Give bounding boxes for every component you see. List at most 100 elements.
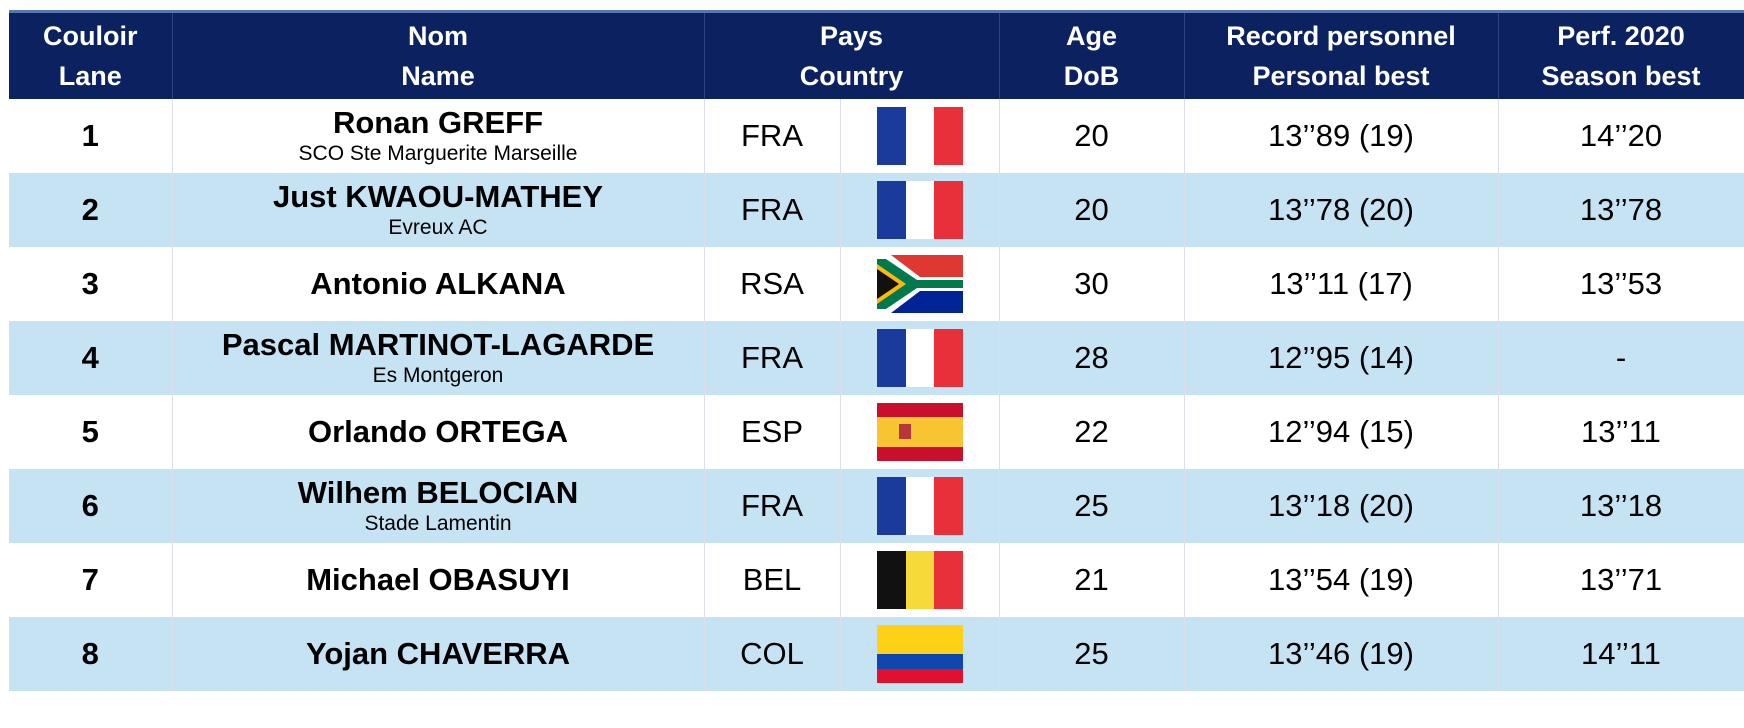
header-text: Perf. 2020 <box>1557 21 1685 51</box>
flag <box>876 181 963 239</box>
age: 30 <box>999 247 1185 321</box>
season-best: 13’’53 <box>1498 247 1744 321</box>
flag-cell <box>840 173 1000 247</box>
flag-cell <box>840 395 1000 469</box>
age: 21 <box>999 543 1185 617</box>
column-header: Couloir Lane <box>9 10 173 99</box>
header-text: Season best <box>1541 61 1701 91</box>
athlete-row: 5 Orlando ORTEGA ESP 22 12’’94 (15) 13’’11 <box>9 395 1744 469</box>
athlete-cell: Yojan CHAVERRA <box>172 617 705 691</box>
flag-cell <box>840 469 1000 543</box>
athlete-cell: Ronan GREFF SCO Ste Marguerite Marseille <box>172 99 705 173</box>
season-best: 14’’11 <box>1498 617 1744 691</box>
header-text: DoB <box>1063 61 1120 91</box>
athlete-row: 2 Just KWAOU-MATHEY Evreux AC FRA 20 13’’78 (… <box>9 173 1744 247</box>
club: SCO Ste Marguerite Marseille <box>298 142 578 165</box>
personal-best: 12’’95 (14) <box>1184 321 1499 395</box>
flag <box>876 625 963 683</box>
lane: 3 <box>9 247 173 321</box>
flag-cell <box>840 617 1000 691</box>
athlete-name: Ronan GREFF <box>332 105 544 140</box>
header-text: Record personnel <box>1226 21 1456 51</box>
header-text: Country <box>799 61 904 91</box>
flag <box>876 403 963 461</box>
athlete-cell: Michael OBASUYI <box>172 543 705 617</box>
lane: 2 <box>9 173 173 247</box>
personal-best: 13’’54 (19) <box>1184 543 1499 617</box>
country-code: COL <box>704 617 841 691</box>
age: 20 <box>999 99 1185 173</box>
season-best: 13’’78 <box>1498 173 1744 247</box>
club: Evreux AC <box>388 216 488 239</box>
country-code: RSA <box>704 247 841 321</box>
age: 25 <box>999 469 1185 543</box>
athlete-name: Pascal MARTINOT-LAGARDE <box>221 327 655 362</box>
lane: 6 <box>9 469 173 543</box>
lane: 8 <box>9 617 173 691</box>
column-header: Record personnel Personal best <box>1184 10 1499 99</box>
athlete-name: Orlando ORTEGA <box>307 414 569 449</box>
personal-best: 13’’11 (17) <box>1184 247 1499 321</box>
athlete-cell: Antonio ALKANA <box>172 247 705 321</box>
country-code: BEL <box>704 543 841 617</box>
flag-cell <box>840 321 1000 395</box>
flag <box>876 551 963 609</box>
lane: 1 <box>9 99 173 173</box>
flag <box>876 255 963 313</box>
season-best: - <box>1498 321 1744 395</box>
athlete-cell: Orlando ORTEGA <box>172 395 705 469</box>
flag-cell <box>840 99 1000 173</box>
athlete-name: Wilhem BELOCIAN <box>297 475 579 510</box>
athlete-row: 7 Michael OBASUYI BEL 21 13’’54 (19) 13’’71 <box>9 543 1744 617</box>
flag <box>876 329 963 387</box>
club: Stade Lamentin <box>364 512 512 535</box>
header-text: Personal best <box>1252 61 1430 91</box>
start-list: Couloir Lane Nom Name Pays Country Age DoB Recor… <box>9 10 1744 691</box>
header-row: Couloir Lane Nom Name Pays Country Age DoB Recor… <box>9 10 1744 99</box>
athlete-cell: Wilhem BELOCIAN Stade Lamentin <box>172 469 705 543</box>
header-text: Couloir <box>43 21 138 51</box>
lane: 7 <box>9 543 173 617</box>
header-text: Name <box>401 61 475 91</box>
club: Es Montgeron <box>372 364 504 387</box>
header-text: Lane <box>58 61 122 91</box>
country-code: FRA <box>704 99 841 173</box>
column-header: Age DoB <box>999 10 1185 99</box>
age: 28 <box>999 321 1185 395</box>
athlete-row: 4 Pascal MARTINOT-LAGARDE Es Montgeron FRA 2… <box>9 321 1744 395</box>
season-best: 14’’20 <box>1498 99 1744 173</box>
age: 25 <box>999 617 1185 691</box>
lane: 4 <box>9 321 173 395</box>
age: 22 <box>999 395 1185 469</box>
athlete-row: 6 Wilhem BELOCIAN Stade Lamentin FRA 25 13’’1… <box>9 469 1744 543</box>
flag-cell <box>840 543 1000 617</box>
flag <box>876 477 963 535</box>
season-best: 13’’71 <box>1498 543 1744 617</box>
flag <box>876 107 963 165</box>
personal-best: 13’’89 (19) <box>1184 99 1499 173</box>
personal-best: 13’’46 (19) <box>1184 617 1499 691</box>
athlete-row: 8 Yojan CHAVERRA COL 25 13’’46 (19) 14’’11 <box>9 617 1744 691</box>
header-text: Pays <box>819 21 884 51</box>
athlete-row: 3 Antonio ALKANA RSA 30 13’’11 (17) 13’’53 <box>9 247 1744 321</box>
country-code: FRA <box>704 173 841 247</box>
country-code: FRA <box>704 321 841 395</box>
column-header: Perf. 2020 Season best <box>1498 10 1744 99</box>
season-best: 13’’11 <box>1498 395 1744 469</box>
athlete-cell: Just KWAOU-MATHEY Evreux AC <box>172 173 705 247</box>
flag-cell <box>840 247 1000 321</box>
age: 20 <box>999 173 1185 247</box>
season-best: 13’’18 <box>1498 469 1744 543</box>
athlete-name: Antonio ALKANA <box>310 266 566 301</box>
header-text: Age <box>1065 21 1117 51</box>
column-header: Pays Country <box>704 10 1000 99</box>
column-header: Nom Name <box>172 10 705 99</box>
athlete-name: Michael OBASUYI <box>306 562 570 597</box>
athlete-row: 1 Ronan GREFF SCO Ste Marguerite Marseille… <box>9 99 1744 173</box>
header-text: Nom <box>408 21 468 51</box>
country-code: FRA <box>704 469 841 543</box>
personal-best: 12’’94 (15) <box>1184 395 1499 469</box>
athlete-name: Just KWAOU-MATHEY <box>272 179 604 214</box>
personal-best: 13’’18 (20) <box>1184 469 1499 543</box>
